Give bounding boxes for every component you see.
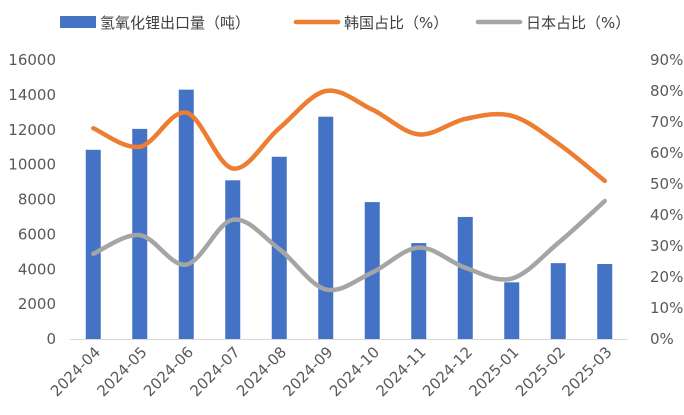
line-korea-share	[91, 88, 608, 184]
x-tick-label: 2024-05	[94, 343, 151, 400]
right-tick-label: 30%	[650, 237, 683, 255]
bar	[457, 216, 473, 339]
x-tick-label: 2024-07	[187, 343, 244, 400]
right-tick-label: 50%	[650, 175, 683, 193]
right-tick-label: 60%	[650, 144, 683, 162]
legend: 氢氧化锂出口量（吨） 韩国占比（%） 日本占比（%）	[60, 14, 630, 32]
right-tick-label: 70%	[650, 113, 683, 131]
x-axis: 2024-042024-052024-062024-072024-082024-…	[47, 339, 628, 400]
right-tick-label: 80%	[650, 82, 683, 100]
bar	[225, 180, 241, 339]
bar	[597, 264, 613, 339]
x-tick-label: 2025-02	[512, 343, 569, 400]
line-japan-share	[91, 198, 608, 293]
x-tick-label: 2024-04	[47, 343, 104, 400]
left-tick-label: 10000	[8, 156, 56, 174]
x-tick-label: 2024-06	[140, 343, 197, 400]
bar	[85, 149, 101, 339]
legend-swatch-bar	[60, 16, 96, 28]
left-tick-label: 0	[46, 330, 56, 348]
left-tick-label: 6000	[18, 225, 56, 243]
bar	[178, 89, 194, 339]
bar-series	[85, 89, 613, 339]
right-tick-label: 40%	[650, 206, 683, 224]
x-tick-label: 2024-12	[419, 343, 476, 400]
left-tick-label: 2000	[18, 295, 56, 313]
x-tick-label: 2025-03	[559, 343, 616, 400]
left-tick-label: 16000	[8, 51, 56, 69]
left-tick-label: 4000	[18, 260, 56, 278]
right-tick-label: 20%	[650, 268, 683, 286]
x-tick-label: 2024-10	[326, 343, 383, 400]
bar	[504, 282, 520, 339]
left-axis: 0 2000 4000 6000 8000 10000 12000 14000 16000	[8, 51, 56, 348]
left-tick-label: 8000	[18, 191, 56, 209]
x-tick-label: 2024-08	[233, 343, 290, 400]
legend-label: 韩国占比（%）	[344, 14, 448, 32]
right-axis: 0% 10% 20% 30% 40% 50% 60% 70% 80% 90%	[650, 51, 683, 348]
right-tick-label: 90%	[650, 51, 683, 69]
legend-label: 氢氧化锂出口量（吨）	[100, 14, 250, 32]
right-tick-label: 0%	[650, 330, 674, 348]
bar	[411, 243, 427, 339]
bar	[318, 116, 334, 339]
left-tick-label: 14000	[8, 86, 56, 104]
line-series	[91, 88, 608, 293]
left-tick-label: 12000	[8, 121, 56, 139]
right-tick-label: 10%	[650, 299, 683, 317]
bar	[550, 263, 566, 339]
x-tick-label: 2024-09	[280, 343, 337, 400]
legend-label: 日本占比（%）	[526, 14, 630, 32]
x-tick-label: 2024-11	[373, 343, 430, 400]
x-tick-label: 2025-01	[466, 343, 523, 400]
